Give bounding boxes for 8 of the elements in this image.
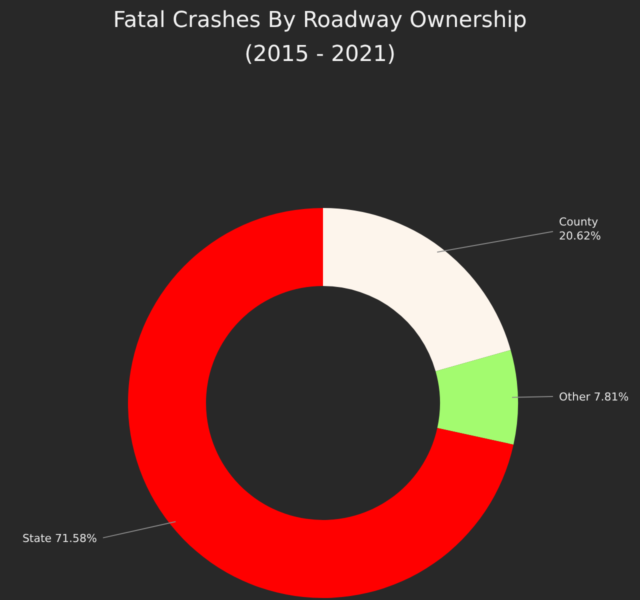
donut-slice: [436, 350, 518, 445]
chart-title: Fatal Crashes By Roadway Ownership (2015 - 2021): [112, 7, 528, 69]
donut-slice: [128, 208, 514, 598]
donut-slice: [323, 208, 511, 372]
slice-label: State 71.58%: [22, 532, 97, 545]
slice-label: Other 7.81%: [559, 390, 629, 404]
data-label: 20.62%: [559, 230, 601, 243]
slice-label: County: [559, 216, 599, 229]
